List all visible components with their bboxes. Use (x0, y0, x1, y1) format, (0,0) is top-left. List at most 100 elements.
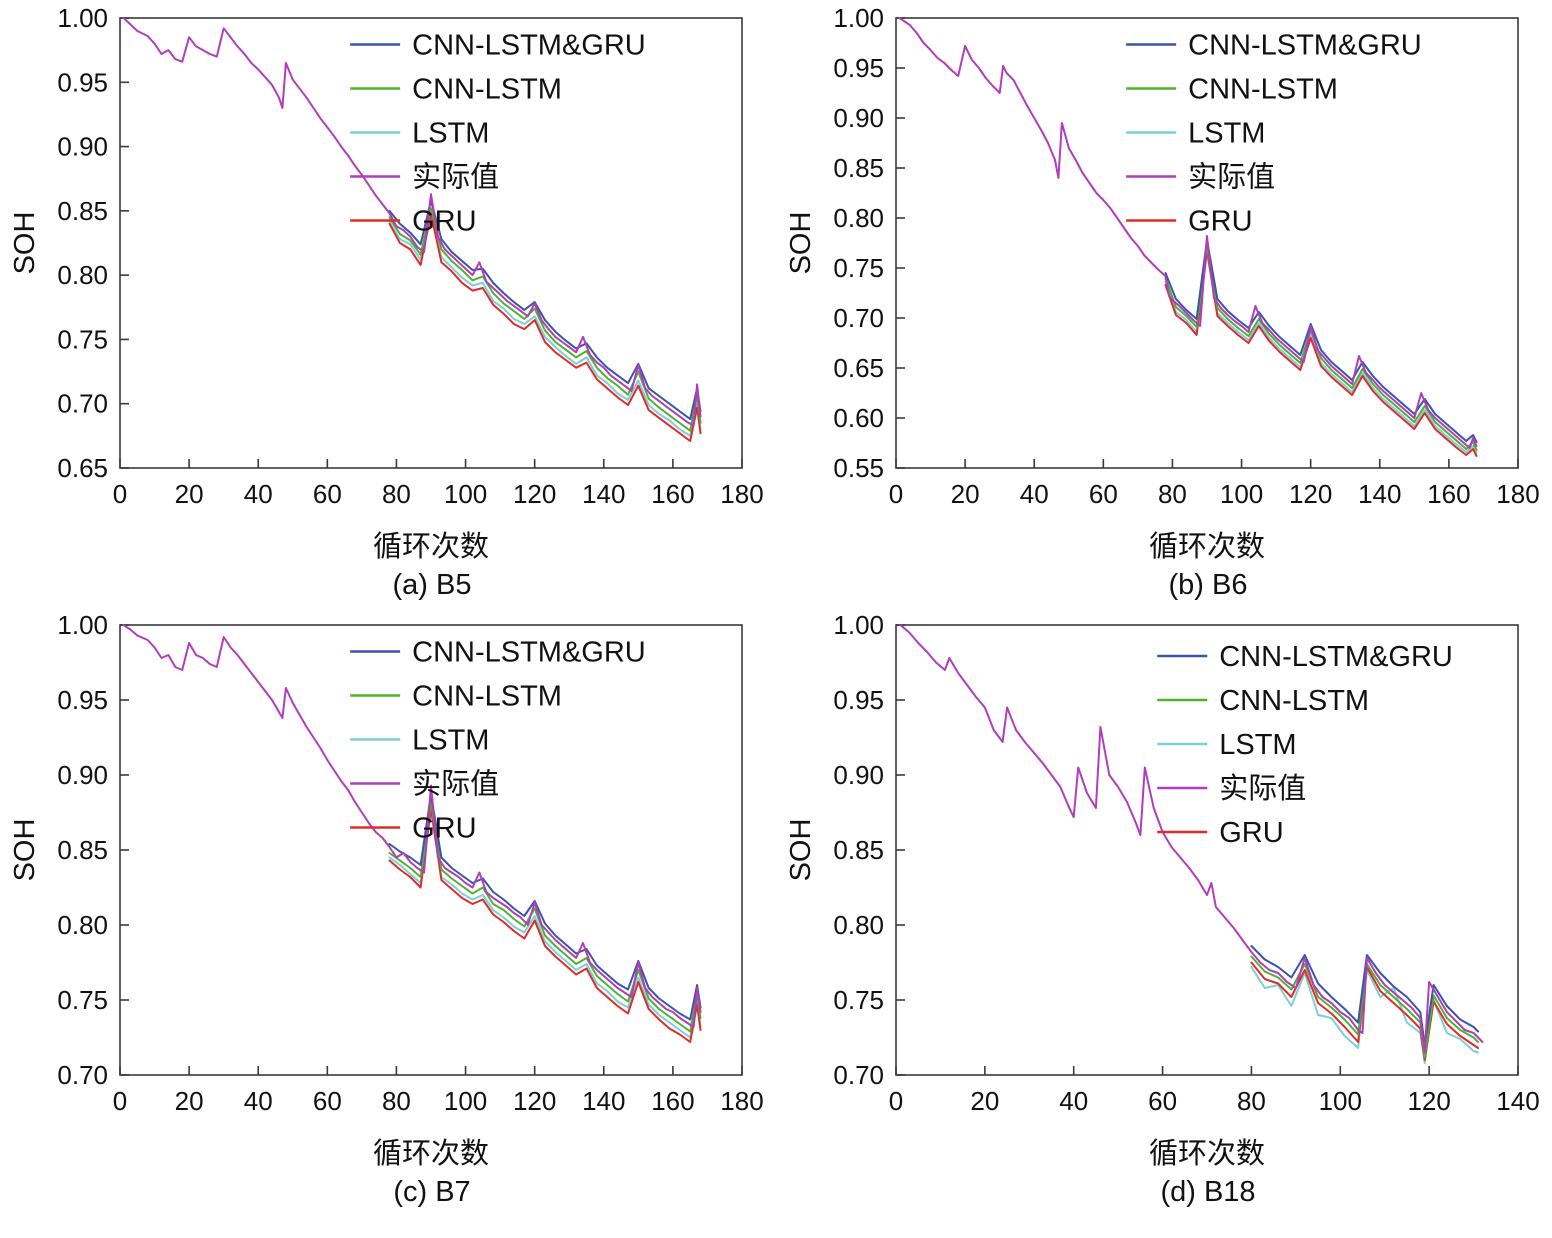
chart-caption-b18: (d) B18 (1160, 1175, 1256, 1208)
x-tick-label: 100 (1319, 1086, 1362, 1116)
x-axis-label: 循环次数 (373, 530, 489, 563)
series-line-CNN-LSTM (388, 800, 702, 1033)
x-tick-label: 40 (244, 1086, 273, 1116)
x-tick-label: 40 (244, 479, 273, 509)
series-line-LSTM (1250, 965, 1479, 1064)
plot-border (895, 17, 1519, 469)
y-tick-label: 0.90 (57, 132, 108, 162)
chart-caption-b5: (a) B5 (392, 569, 472, 601)
y-tick-label: 0.95 (57, 685, 108, 715)
legend-label-CNN-LSTM&GRU: CNN-LSTM&GRU (1219, 641, 1453, 673)
y-tick-label: 0.70 (833, 1060, 884, 1090)
x-tick-label: 140 (1358, 479, 1401, 509)
x-tick-label: 20 (951, 479, 980, 509)
series-line-实际值 (899, 623, 1484, 1054)
legend-label-CNN-LSTM&GRU: CNN-LSTM&GRU (412, 636, 646, 668)
legend-label-LSTM: LSTM (1188, 118, 1265, 150)
y-tick-label: 0.85 (57, 835, 108, 865)
x-tick-label: 0 (113, 1086, 127, 1116)
x-tick-label: 20 (970, 1086, 999, 1116)
y-tick-label: 1.00 (57, 6, 108, 33)
chart-canvas-b5: 0 20 40 60 80 100 120 140 160 180 0.65 0.70 0.75 0.80… (9, 6, 764, 563)
y-tick-label: 0.95 (833, 685, 884, 715)
y-axis-label: SOH (785, 212, 817, 275)
x-tick-label: 40 (1059, 1086, 1088, 1116)
y-tick-label: 0.80 (833, 910, 884, 940)
chart-panel-b18: 0 20 40 60 80 100 120 140 0.70 0.75 0.80 0.85 0.90 0.… (776, 613, 1552, 1210)
y-tick-label: 0.95 (57, 67, 108, 97)
x-tick-label: 0 (113, 479, 127, 509)
series-line-GRU (1250, 961, 1479, 1061)
series-line-GRU (388, 806, 702, 1043)
x-tick-label: 20 (175, 479, 204, 509)
y-tick-label: 0.70 (833, 303, 884, 333)
x-tick-label: 120 (513, 479, 556, 509)
series-line-CNN-LSTM&GRU (1250, 944, 1479, 1046)
x-tick-label: 0 (889, 479, 903, 509)
series-line-CNN-LSTM&GRU (388, 199, 702, 421)
x-axis-label: 循环次数 (1149, 1137, 1265, 1170)
legend-label-LSTM: LSTM (412, 118, 489, 150)
x-tick-label: 40 (1020, 479, 1049, 509)
y-tick-label: 0.55 (833, 453, 884, 483)
y-tick-label: 0.65 (57, 453, 108, 483)
chart-panel-b6: 0 20 40 60 80 100 120 140 160 180 0.55 0.60 0.65 0.70… (776, 6, 1552, 603)
y-tick-label: 0.95 (833, 53, 884, 83)
legend-label-CNN-LSTM: CNN-LSTM (412, 680, 562, 712)
plot-border (119, 17, 743, 469)
chart-caption-b6: (b) B6 (1168, 569, 1248, 601)
series-line-CNN-LSTM&GRU (388, 793, 702, 1021)
x-tick-label: 0 (889, 1086, 903, 1116)
x-tick-label: 100 (444, 1086, 487, 1116)
legend-label-GRU: GRU (1188, 206, 1252, 238)
x-tick-label: 20 (175, 1086, 204, 1116)
y-tick-label: 0.70 (57, 389, 108, 419)
y-tick-label: 0.85 (833, 835, 884, 865)
series-line-GRU (1164, 249, 1478, 457)
y-tick-label: 0.70 (57, 1060, 108, 1090)
figure-grid: 0 20 40 60 80 100 120 140 160 180 0.65 0.70 0.75 0.80… (0, 6, 1552, 1210)
plot-border (895, 623, 1519, 1076)
legend-label-LSTM: LSTM (1219, 729, 1296, 761)
y-axis-label: SOH (9, 818, 41, 881)
y-tick-label: 0.80 (57, 260, 108, 290)
chart-canvas-b6: 0 20 40 60 80 100 120 140 160 180 0.55 0.60 0.65 0.70… (785, 6, 1540, 563)
x-tick-label: 180 (720, 1086, 763, 1116)
y-tick-label: 0.80 (833, 203, 884, 233)
x-tick-label: 180 (1496, 479, 1539, 509)
x-tick-label: 80 (382, 479, 411, 509)
x-tick-label: 100 (1220, 479, 1263, 509)
x-tick-label: 60 (313, 1086, 342, 1116)
y-tick-label: 0.60 (833, 403, 884, 433)
y-axis-label: SOH (785, 818, 817, 881)
series-line-CNN-LSTM (388, 207, 702, 432)
x-tick-label: 120 (513, 1086, 556, 1116)
series-line-LSTM (388, 811, 702, 1039)
legend-label-CNN-LSTM: CNN-LSTM (412, 74, 562, 106)
y-tick-label: 0.90 (833, 760, 884, 790)
series-line-LSTM (1164, 252, 1478, 454)
y-tick-label: 0.80 (57, 910, 108, 940)
legend-label-实际值: 实际值 (1188, 161, 1275, 194)
legend-label-CNN-LSTM: CNN-LSTM (1188, 74, 1338, 106)
y-tick-label: 1.00 (57, 613, 108, 640)
series-line-实际值 (898, 17, 1478, 449)
legend-label-GRU: GRU (412, 206, 476, 238)
x-tick-label: 100 (444, 479, 487, 509)
chart-caption-b7: (c) B7 (393, 1175, 471, 1208)
y-tick-label: 1.00 (833, 6, 884, 33)
chart-canvas-b7: 0 20 40 60 80 100 120 140 160 180 0.70 0.75 0.80 0.85… (9, 613, 764, 1170)
series-line-CNN-LSTM (1164, 245, 1478, 451)
chart-panel-b5: 0 20 40 60 80 100 120 140 160 180 0.65 0.70 0.75 0.80… (0, 6, 776, 603)
x-axis-label: 循环次数 (373, 1137, 489, 1170)
x-tick-label: 160 (1427, 479, 1470, 509)
y-axis-label: SOH (9, 212, 41, 275)
y-tick-label: 0.75 (833, 253, 884, 283)
series-line-GRU (388, 212, 702, 442)
series-line-CNN-LSTM (1250, 955, 1479, 1058)
chart-canvas-b18: 0 20 40 60 80 100 120 140 0.70 0.75 0.80 0.85 0.90 0.… (785, 613, 1540, 1170)
y-tick-label: 0.90 (57, 760, 108, 790)
y-tick-label: 0.75 (833, 985, 884, 1015)
x-tick-label: 80 (1237, 1086, 1266, 1116)
legend-label-GRU: GRU (412, 812, 476, 844)
